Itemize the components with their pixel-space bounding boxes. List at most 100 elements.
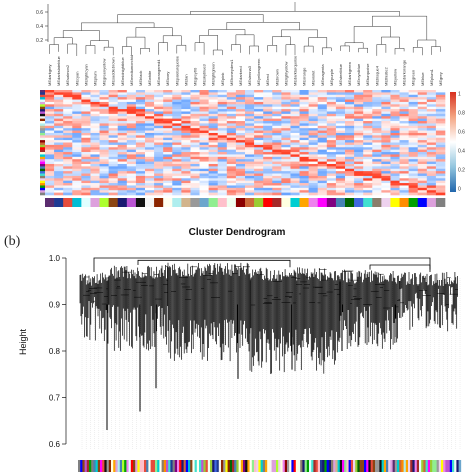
module-label: MEyellowgreen [256, 59, 261, 86]
heatmap-cell [435, 166, 446, 170]
branch-merge [369, 264, 431, 272]
heatmap-cell [435, 132, 446, 136]
module-color-cell [130, 460, 136, 472]
heatmap-cell [345, 168, 355, 172]
heatmap-cell [208, 140, 219, 143]
heatmap-cell [326, 142, 337, 146]
heatmap-cell [335, 106, 346, 110]
heatmap-cell [190, 178, 200, 181]
column-color-cell [145, 198, 155, 207]
module-color-cell [324, 460, 328, 472]
heatmap-cell [45, 128, 55, 131]
heatmap-cell [363, 144, 373, 148]
dendrogram-branch [267, 45, 278, 53]
module-color-cell [212, 460, 217, 472]
heatmap-cell [426, 116, 437, 119]
heatmap-cell [354, 92, 364, 96]
heatmap-cell [99, 99, 109, 103]
heatmap-cell [126, 183, 137, 186]
heatmap-cell [154, 135, 164, 139]
heatmap-cell [435, 173, 446, 177]
column-color-cell [345, 198, 355, 207]
heatmap-cell [326, 180, 337, 184]
heatmap-cell [435, 104, 446, 108]
heatmap-cell [363, 142, 373, 146]
heatmap-cell [399, 163, 409, 167]
heatmap-cell [245, 121, 255, 124]
heatmap-cell [108, 173, 119, 177]
module-color-cell [238, 460, 243, 472]
heatmap-cell [90, 140, 100, 143]
module-label: MEsaddlebrown [111, 57, 116, 86]
heatmap-cell [335, 118, 346, 122]
heatmap-cell [254, 99, 264, 103]
heatmap-cell [45, 111, 55, 115]
heatmap-cell [272, 190, 282, 193]
heatmap-cell [399, 149, 409, 153]
heatmap-cell [81, 171, 91, 174]
module-label: MEdarkslateblue [56, 55, 61, 86]
heatmap-cell [381, 97, 391, 100]
heatmap-cell [235, 190, 246, 193]
heatmap-cell [299, 175, 309, 179]
heatmap-cell [408, 154, 419, 158]
heatmap-cell [54, 125, 64, 129]
heatmap-cell [108, 159, 119, 162]
module-color-cell [410, 460, 414, 472]
heatmap-cell [72, 154, 82, 158]
heatmap-cell [172, 118, 182, 122]
heatmap-cell [317, 118, 328, 122]
heatmap-cell [290, 132, 300, 136]
module-label: MElightgreen [211, 62, 216, 86]
heatmap-cell [90, 166, 100, 170]
heatmap-cell [217, 90, 228, 93]
heatmap-cell [99, 166, 109, 170]
heatmap-cell [254, 154, 264, 158]
heatmap-cell [345, 135, 355, 139]
heatmap-cell [99, 125, 109, 129]
heatmap-cell [354, 159, 364, 162]
heatmap-cell [145, 159, 155, 162]
heatmap-cell [381, 137, 391, 141]
heatmap-cell [99, 187, 109, 191]
heatmap-cell [235, 97, 246, 100]
heatmap-cell [426, 113, 437, 117]
heatmap-cell [54, 180, 64, 184]
heatmap-cell [372, 135, 382, 139]
module-color-cell [302, 460, 307, 472]
heatmap-cell [226, 109, 237, 112]
y-tick-label: 0.8 [49, 347, 61, 356]
heatmap-cell [290, 123, 300, 127]
heatmap-cell [63, 94, 73, 98]
heatmap-cell [372, 90, 382, 93]
heatmap-cell [254, 97, 264, 100]
heatmap-cell [126, 123, 137, 127]
heatmap-cell [126, 159, 137, 162]
heatmap-cell [208, 161, 219, 165]
heatmap-cell [317, 149, 328, 153]
heatmap-cell [363, 171, 373, 174]
heatmap-cell [363, 173, 373, 177]
heatmap-cell [426, 152, 437, 155]
heatmap-cell [72, 90, 82, 93]
heatmap-cell [90, 130, 100, 134]
dendrogram-branch [394, 48, 405, 55]
heatmap-cell [326, 116, 337, 119]
heatmap-cell [390, 106, 400, 110]
heatmap-cell [308, 149, 319, 153]
heatmap-cell [81, 125, 91, 129]
heatmap-cell [317, 183, 328, 186]
heatmap-cell [117, 125, 128, 129]
heatmap-cell [335, 132, 346, 136]
heatmap-cell [435, 156, 446, 160]
heatmap-cell [145, 101, 155, 105]
heatmap-cell [299, 128, 309, 131]
root-merge [93, 257, 431, 272]
heatmap-cell [181, 187, 191, 191]
heatmap-cell [190, 142, 200, 146]
heatmap-cell [217, 154, 228, 158]
heatmap-cell [372, 118, 382, 122]
module-color-cell [397, 460, 400, 472]
heatmap-cell [63, 99, 73, 103]
dendrogram-branch [235, 34, 255, 46]
